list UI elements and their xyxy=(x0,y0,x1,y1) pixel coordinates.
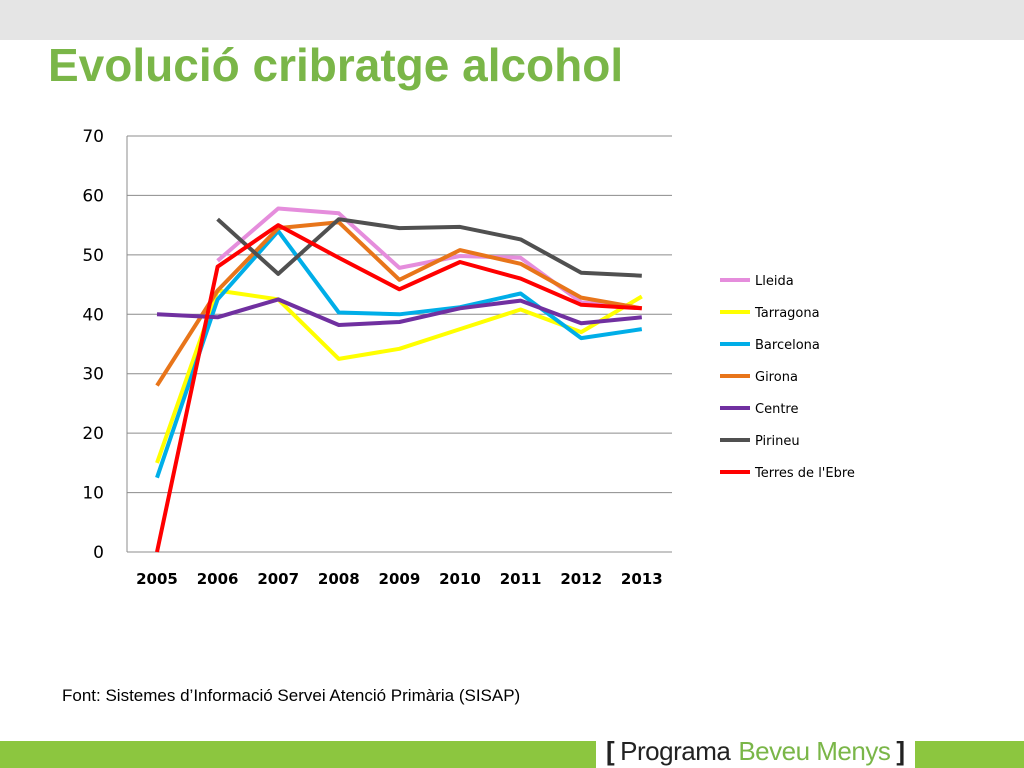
y-tick-label: 30 xyxy=(82,365,104,385)
y-tick-label: 40 xyxy=(82,305,104,325)
legend-label: Terres de l'Ebre xyxy=(754,466,855,481)
series-line-terres-de-l-ebre xyxy=(155,223,642,553)
x-tick-label: 2013 xyxy=(621,570,663,588)
y-tick-label: 50 xyxy=(82,246,104,266)
series-line-pirineu xyxy=(216,217,642,278)
brand-programa: Programa xyxy=(620,735,731,766)
brand-beveu-menys: Beveu Menys xyxy=(738,735,891,766)
y-tick-label: 60 xyxy=(82,186,104,206)
series-line-lleida xyxy=(216,206,642,311)
source-note: Font: Sistemes d’Informació Servei Atenc… xyxy=(62,686,521,705)
legend-label: Girona xyxy=(755,370,798,385)
x-tick-label: 2011 xyxy=(500,570,542,588)
x-tick-label: 2005 xyxy=(136,570,178,588)
y-tick-label: 70 xyxy=(82,127,104,147)
x-tick-label: 2007 xyxy=(257,570,299,588)
series-line-centre xyxy=(156,297,642,327)
y-tick-label: 0 xyxy=(93,543,104,563)
brand-close-bracket: ] xyxy=(896,735,905,766)
x-tick-label: 2012 xyxy=(560,570,602,588)
brand-open-bracket: [ xyxy=(606,735,615,766)
legend-label: Centre xyxy=(755,402,798,417)
slide-title: Evolució cribratge alcohol xyxy=(48,39,624,91)
series-line-tarragona xyxy=(155,288,643,464)
y-tick-label: 20 xyxy=(82,424,104,444)
brand-logo: [ Programa Beveu Menys ] xyxy=(596,734,915,768)
series-line-girona xyxy=(155,220,643,387)
series-line-barcelona xyxy=(155,229,643,479)
legend-label: Tarragona xyxy=(754,306,820,321)
legend-label: Pirineu xyxy=(755,434,800,449)
x-tick-label: 2008 xyxy=(318,570,360,588)
legend-label: Lleida xyxy=(755,274,794,289)
x-tick-label: 2010 xyxy=(439,570,481,588)
x-tick-label: 2009 xyxy=(379,570,421,588)
top-band xyxy=(0,0,1024,40)
legend-label: Barcelona xyxy=(755,338,820,353)
x-tick-label: 2006 xyxy=(197,570,239,588)
y-tick-label: 10 xyxy=(82,484,104,504)
